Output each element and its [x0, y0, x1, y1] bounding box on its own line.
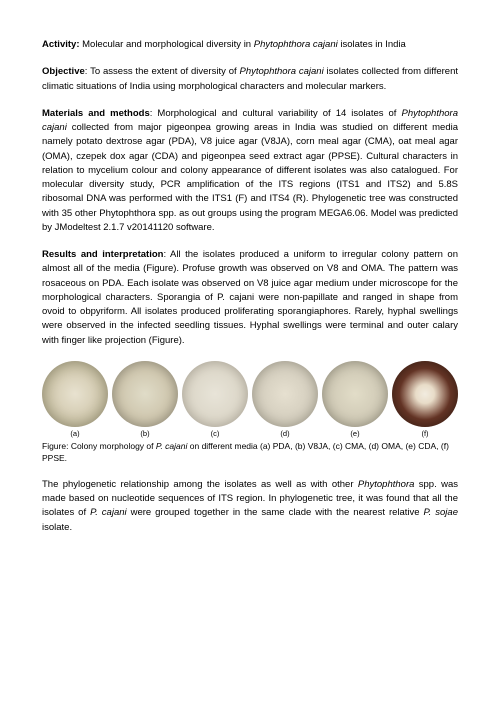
- phylo-section: The phylogenetic relationship among the …: [42, 478, 458, 535]
- petri-v8ja: [112, 361, 178, 427]
- petri-cma: [182, 361, 248, 427]
- activity-text1: Molecular and morphological diversity in: [79, 39, 253, 50]
- results-section: Results and interpretation: All the isol…: [42, 248, 458, 348]
- label-b: (b): [112, 428, 178, 439]
- phylo-italic3: P. sojae: [424, 507, 458, 518]
- label-e: (e): [322, 428, 388, 439]
- materials-section: Materials and methods: Morphological and…: [42, 107, 458, 235]
- activity-species: Phytophthora cajani: [254, 39, 338, 50]
- phylo-italic2: P. cajani: [90, 507, 127, 518]
- objective-label: Objective: [42, 66, 85, 77]
- label-d: (d): [252, 428, 318, 439]
- phylo-text1: The phylogenetic relationship among the …: [42, 479, 358, 490]
- petri-cda: [322, 361, 388, 427]
- label-a: (a): [42, 428, 108, 439]
- label-c: (c): [182, 428, 248, 439]
- objective-species: Phytophthora cajani: [240, 66, 324, 77]
- label-f: (f): [392, 428, 458, 439]
- caption-species: P. cajani: [156, 441, 188, 451]
- objective-text1: : To assess the extent of diversity of: [85, 66, 240, 77]
- phylo-text3: were grouped together in the same clade …: [127, 507, 424, 518]
- activity-section: Activity: Molecular and morphological di…: [42, 38, 458, 52]
- petri-oma: [252, 361, 318, 427]
- objective-section: Objective: To assess the extent of diver…: [42, 65, 458, 94]
- materials-label: Materials and methods: [42, 108, 150, 119]
- results-label: Results and interpretation: [42, 249, 163, 260]
- figure-row: [42, 361, 458, 427]
- activity-label: Activity:: [42, 39, 79, 50]
- caption-text1: Figure: Colony morphology of: [42, 441, 156, 451]
- petri-labels-row: (a) (b) (c) (d) (e) (f): [42, 428, 458, 439]
- petri-ppse: [392, 361, 458, 427]
- results-text1: : All the isolates produced a uniform to…: [42, 249, 458, 346]
- phylo-italic1: Phytophthora: [358, 479, 415, 490]
- activity-text2: isolates in India: [338, 39, 406, 50]
- materials-text2: collected from major pigeonpea growing a…: [42, 122, 458, 233]
- petri-pda: [42, 361, 108, 427]
- phylo-text4: isolate.: [42, 522, 72, 533]
- materials-text1: : Morphological and cultural variability…: [150, 108, 402, 119]
- figure-caption: Figure: Colony morphology of P. cajani o…: [42, 441, 458, 465]
